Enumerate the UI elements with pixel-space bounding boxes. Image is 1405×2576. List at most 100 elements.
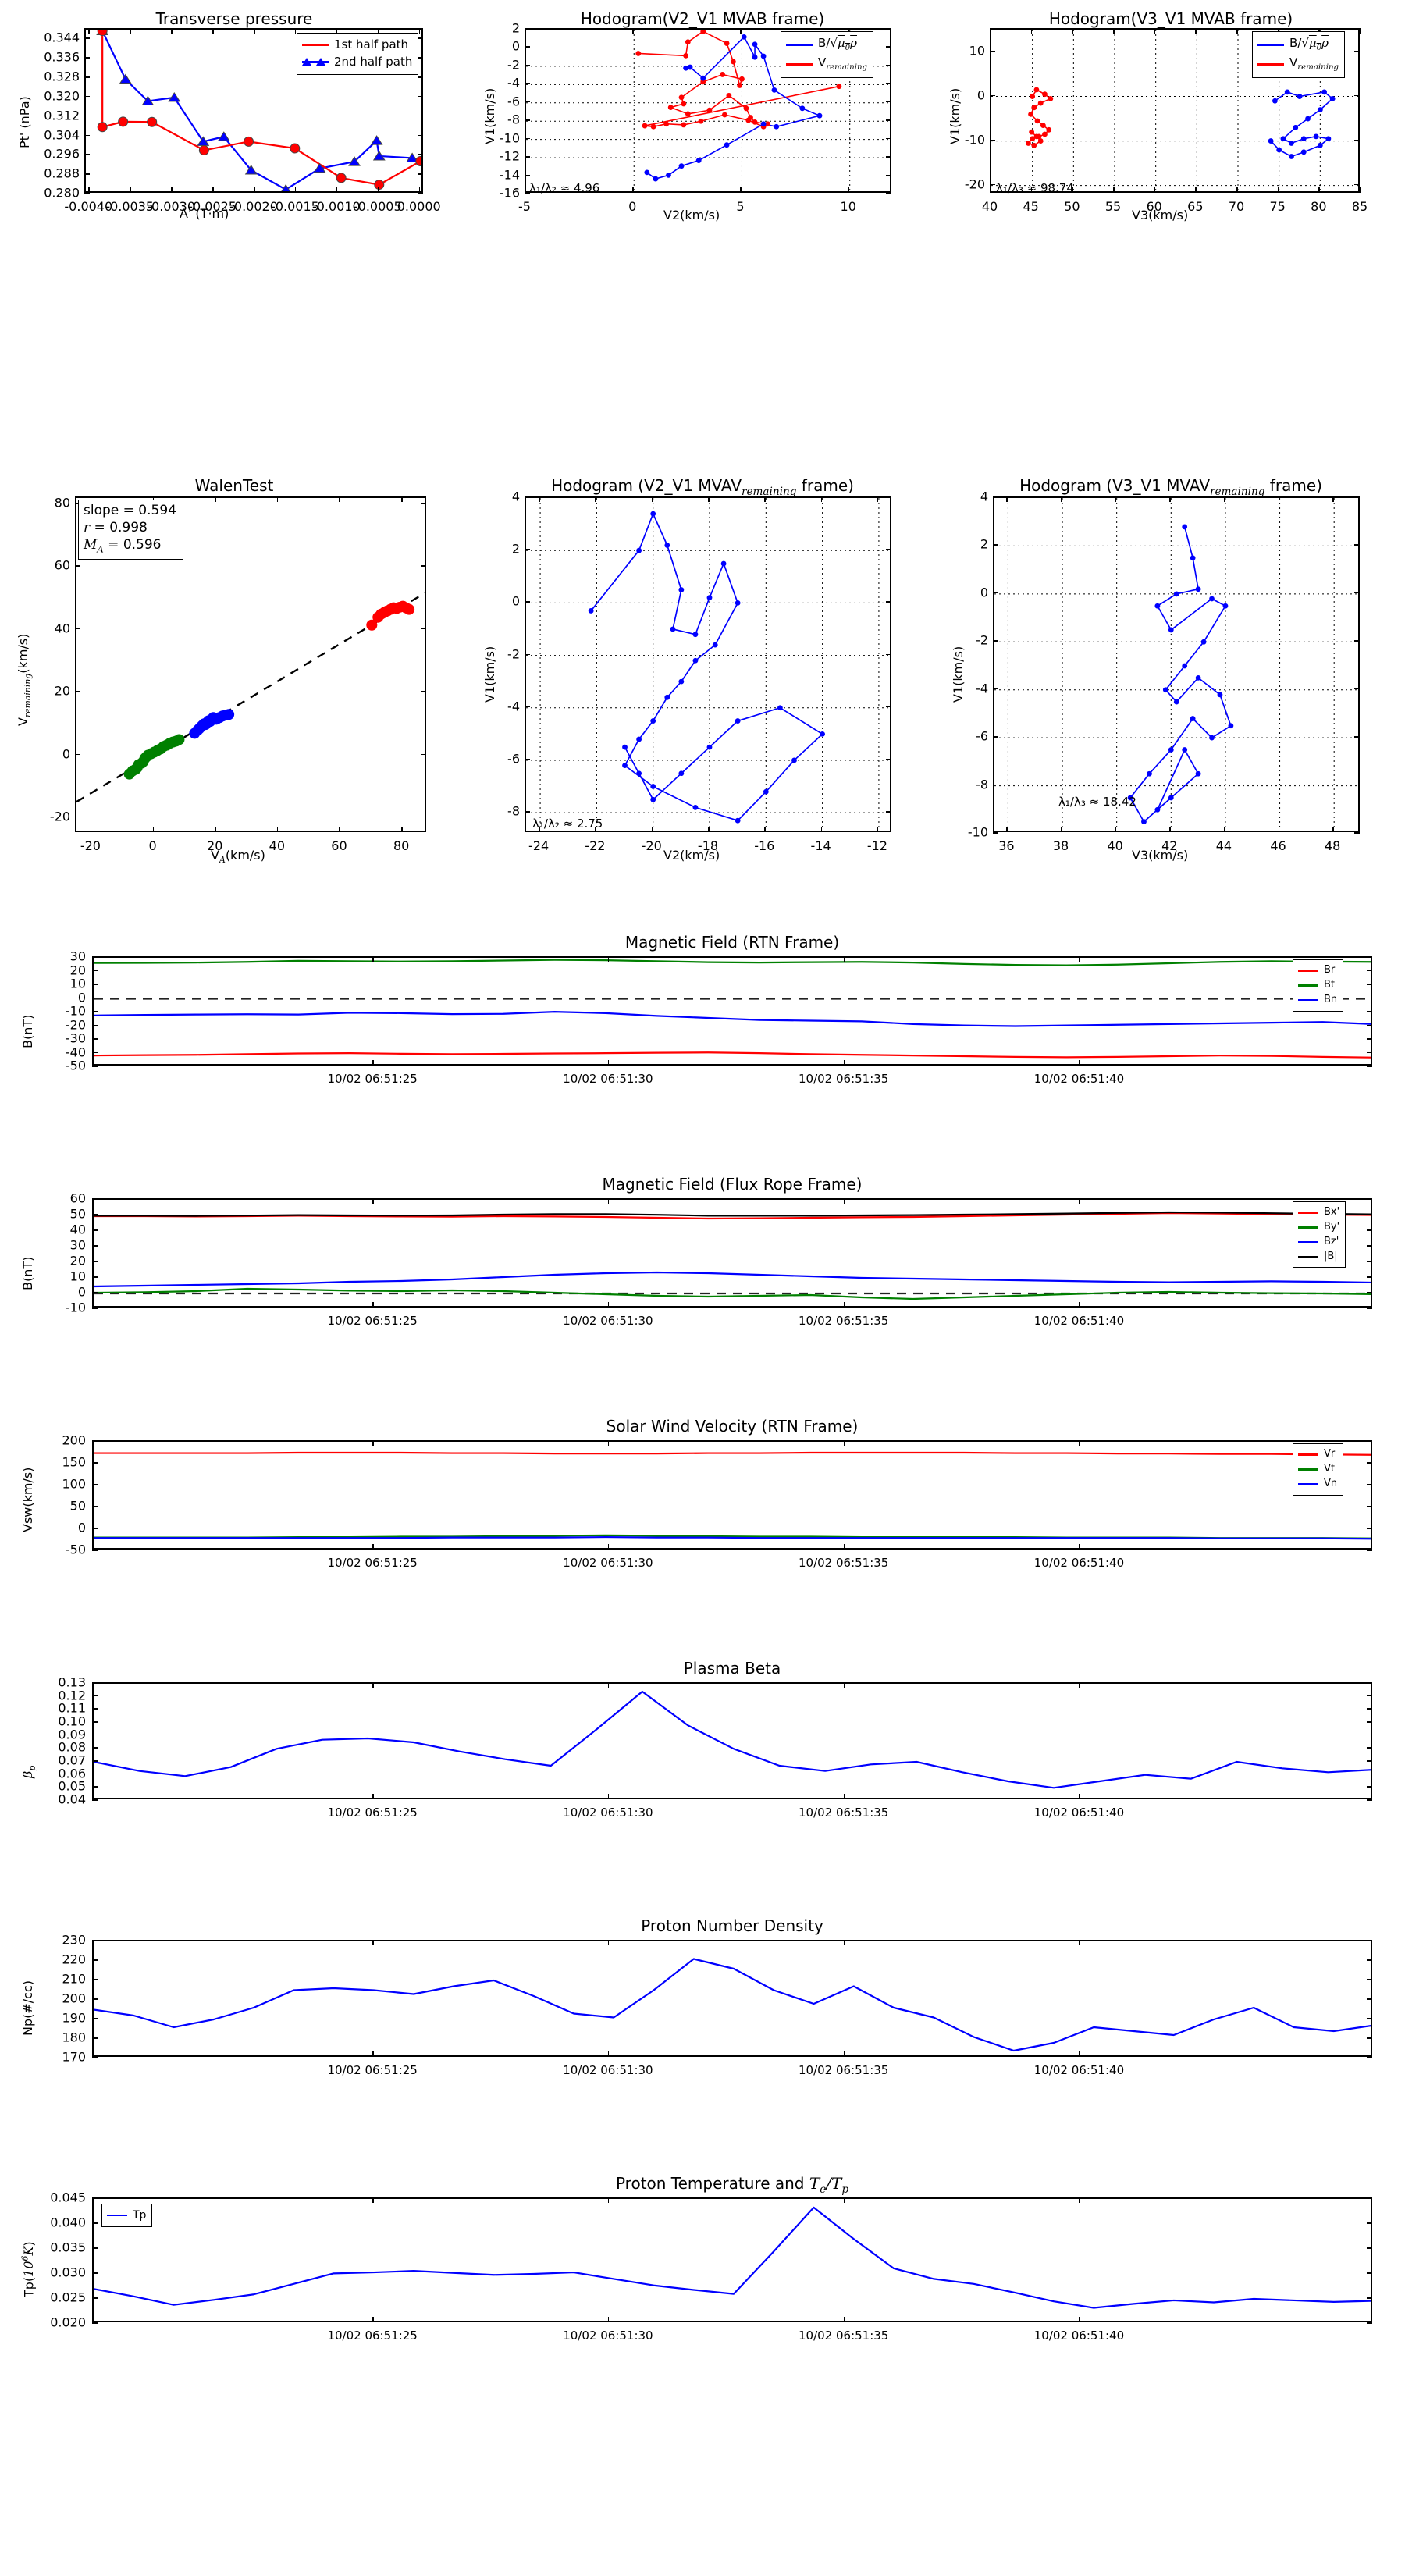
x-tick-label: 80 [393, 838, 410, 853]
legend[interactable]: Bx' By' Bz' |B| [1293, 1201, 1346, 1268]
legend-line-swatch [1298, 1255, 1318, 1258]
y-tick-label: 0 [976, 87, 985, 103]
x-tick-mark [1079, 1302, 1080, 1308]
y-tick-mark [993, 784, 998, 786]
y-tick-label: 2 [980, 536, 988, 552]
x-tick-mark [372, 2051, 374, 2057]
y-tick-label: -4 [976, 681, 988, 696]
x-tick-mark [1278, 496, 1280, 502]
x-tick-label: -0.0030 [147, 199, 196, 214]
legend-marker-triangle-blue [302, 58, 329, 66]
x-tick-mark [632, 28, 634, 34]
y-tick-mark [1367, 1506, 1372, 1507]
x-tick-label: 80 [1311, 199, 1327, 214]
y-tick-label: 20 [54, 683, 70, 699]
x-tick-mark [843, 1302, 845, 1308]
y-tick-mark [92, 1229, 98, 1231]
y-tick-mark [886, 64, 891, 66]
x-tick-label: 55 [1104, 199, 1122, 214]
magnetic_field_flux_rope-plot [94, 1211, 1371, 1300]
y-tick-label: 0.06 [58, 1766, 86, 1781]
y-tick-mark [1367, 1484, 1372, 1485]
y-tick-mark [993, 688, 998, 690]
x-tick-mark [372, 2197, 374, 2203]
y-tick-mark [1367, 1550, 1372, 1551]
x-tick-mark [215, 827, 216, 832]
legend-label: Br [1324, 964, 1336, 976]
x-tick-label: 10/02 06:51:40 [1033, 1556, 1125, 1570]
legend[interactable]: Br Bt Bn [1293, 959, 1344, 1012]
x-tick-mark [990, 28, 991, 34]
x-tick-mark [130, 28, 131, 34]
x-tick-mark [1061, 827, 1062, 832]
panel-title: Solar Wind Velocity (RTN Frame) [606, 1417, 859, 1436]
y-tick-label: 0.12 [58, 1688, 86, 1703]
y-tick-mark [92, 1066, 98, 1067]
y-tick-label: 0.296 [44, 146, 80, 162]
y-tick-mark [418, 57, 423, 59]
x-tick-mark [877, 496, 879, 502]
x-tick-mark [1079, 1682, 1080, 1688]
y-tick-mark [75, 565, 80, 567]
x-tick-mark [1113, 187, 1115, 193]
panel-magnetic-field-flux-rope: Magnetic Field (Flux Rope Frame) B(nT) -10… [0, 1175, 1405, 1354]
x-tick-mark [294, 187, 297, 193]
y-tick-mark [1367, 1695, 1372, 1697]
x-tick-label: 10/02 06:51:30 [563, 1806, 653, 1820]
y-tick-mark [993, 640, 998, 642]
x-tick-label: 45 [1023, 199, 1039, 214]
x-tick-mark [1332, 827, 1334, 832]
y-tick-mark [1367, 956, 1372, 958]
x-tick-mark [418, 187, 421, 193]
panel-title: Hodogram(V3_V1 MVAB frame) [1048, 9, 1293, 28]
x-tick-mark [651, 496, 653, 502]
legend[interactable]: B/√μ0ρ Vremaining [1252, 31, 1346, 78]
y-tick-mark [1354, 94, 1360, 97]
x-tick-mark [372, 1682, 374, 1688]
y-tick-mark [1354, 736, 1360, 738]
y-tick-mark [1367, 1245, 1372, 1247]
x-tick-mark [1079, 1940, 1080, 1945]
x-tick-mark [276, 496, 279, 502]
y-tick-mark [1367, 1011, 1372, 1012]
y-tick-mark [886, 601, 891, 603]
legend-label: Bn [1324, 993, 1338, 1005]
y-tick-mark [993, 736, 998, 738]
hodogram-v3v1-mvav-plot [994, 498, 1358, 831]
x-tick-mark [339, 496, 340, 502]
y-tick-label: 200 [62, 1432, 86, 1448]
x-tick-mark [820, 827, 823, 832]
legend[interactable]: Vr Vt Vn [1293, 1443, 1344, 1496]
walen-stats-box: slope = 0.594 r = 0.998 MA = 0.596 [78, 500, 183, 560]
x-tick-label: 75 [1269, 199, 1286, 214]
y-tick-label: -10 [65, 1003, 86, 1019]
x-tick-mark [607, 1302, 610, 1308]
x-tick-mark [1277, 28, 1279, 34]
x-tick-mark [607, 2051, 610, 2057]
r-value: r = 0.998 [84, 519, 148, 535]
x-tick-mark [1079, 2051, 1080, 2057]
y-tick-label: 30 [69, 948, 86, 964]
y-tick-mark [92, 956, 98, 958]
y-tick-label: -4 [507, 75, 520, 91]
panel-transverse-pressure: Transverse pressure Pt' (nPa) A' (T·m) 0… [0, 0, 468, 226]
panel-title: Plasma Beta [683, 1659, 781, 1678]
y-tick-label: 0.11 [58, 1700, 86, 1716]
legend[interactable]: Tp [101, 2204, 153, 2228]
y-tick-label: 0.10 [58, 1713, 86, 1729]
legend-item-alfven: B/√μ0ρ [786, 35, 867, 55]
y-tick-mark [84, 134, 90, 137]
y-tick-mark [990, 50, 995, 52]
y-tick-label: 2 [511, 541, 520, 557]
legend[interactable]: B/√μ0ρ Vremaining [781, 31, 874, 78]
x-tick-mark [1360, 28, 1361, 34]
x-tick-mark [595, 496, 596, 502]
y-tick-mark [418, 154, 423, 155]
x-tick-label: 10/02 06:51:40 [1033, 1806, 1125, 1820]
x-tick-mark [88, 187, 90, 193]
x-tick-mark [877, 827, 879, 832]
legend[interactable]: 1st half path 2nd half path [297, 33, 419, 75]
y-tick-label: -50 [65, 1058, 86, 1073]
y-tick-label: 40 [69, 1222, 86, 1237]
legend-label: Vt [1324, 1462, 1335, 1475]
